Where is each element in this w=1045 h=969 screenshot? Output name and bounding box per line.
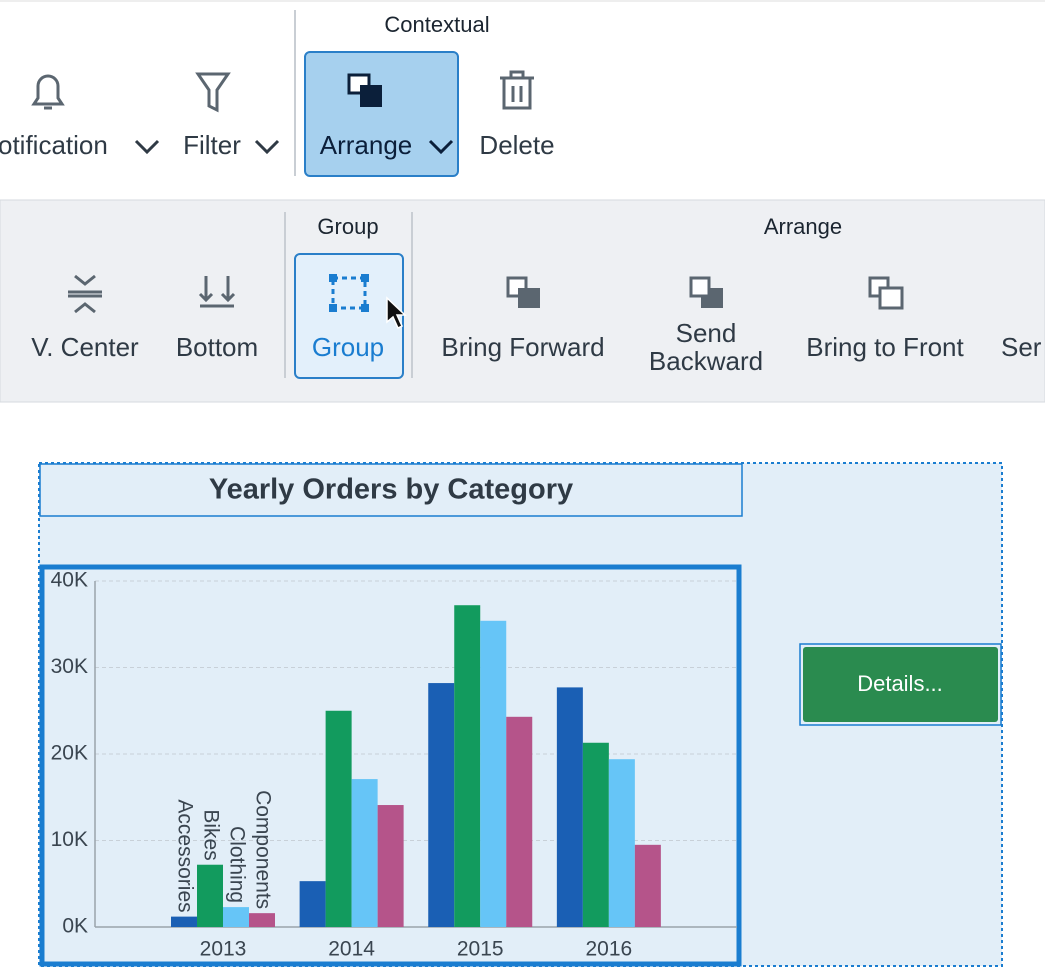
- cursor: [386, 296, 407, 330]
- chevron: [428, 139, 454, 155]
- bar: [454, 605, 481, 927]
- bar: [634, 844, 661, 927]
- trash-icon: [500, 70, 534, 110]
- bar: [171, 916, 197, 927]
- filter-icon: [195, 72, 231, 113]
- series-label: Clothing: [225, 826, 248, 903]
- ribbon-label[interactable]: Send Backward: [648, 318, 764, 376]
- toolbar-label[interactable]: otification: [0, 130, 108, 160]
- ribbon-label[interactable]: Bottom: [175, 332, 259, 362]
- details-button[interactable]: [803, 647, 998, 722]
- series-label: Components: [251, 790, 274, 909]
- bar: [582, 742, 609, 927]
- bar: [506, 716, 533, 927]
- bar: [197, 864, 223, 927]
- group-header: Arrange: [763, 214, 843, 239]
- arrange-button[interactable]: [304, 51, 459, 177]
- ribbon-label[interactable]: Ser: [1001, 332, 1042, 362]
- chevron: [254, 139, 280, 155]
- send-backward-icon: [689, 276, 723, 308]
- ribbon-label[interactable]: Bring to Front: [806, 332, 964, 362]
- group-button[interactable]: [294, 253, 404, 379]
- bar: [325, 710, 352, 927]
- ribbon-label[interactable]: Bring Forward: [441, 332, 605, 362]
- y-tick-label: 30K: [51, 655, 88, 678]
- chevron: [134, 139, 160, 155]
- ribbon-label[interactable]: Group: [311, 332, 385, 362]
- button-label[interactable]: Details...: [857, 671, 943, 696]
- toolbar-label[interactable]: Filter: [183, 130, 241, 160]
- button-outline: [799, 643, 1002, 726]
- group-header: Group: [317, 214, 379, 239]
- y-tick-label: 10K: [51, 828, 88, 851]
- bar: [299, 881, 326, 927]
- bar: [556, 687, 583, 927]
- vcenter-icon: [68, 274, 102, 314]
- bar: [223, 907, 249, 927]
- bar: [249, 913, 275, 927]
- y-tick-label: 40K: [51, 569, 88, 592]
- bell-icon: [31, 74, 65, 110]
- bar: [480, 620, 507, 927]
- bar: [608, 759, 635, 927]
- bar: [351, 779, 378, 927]
- bring-front-icon: [868, 276, 904, 310]
- arrange-icon: [360, 85, 382, 107]
- group-icon: [331, 276, 367, 310]
- ribbon-label[interactable]: V. Center: [31, 332, 139, 362]
- group-handles: [329, 274, 369, 312]
- bring-forward-icon: [506, 276, 540, 308]
- title-box: [39, 463, 743, 517]
- x-tick-label: 2016: [585, 938, 632, 961]
- plot: 0K 10K 20K 30K 40K 2013 Accessories Bikes Clothi…: [51, 569, 737, 961]
- x-tick-label: 2013: [200, 938, 247, 961]
- toolbar-label[interactable]: Delete: [479, 130, 555, 160]
- y-tick-label: 20K: [51, 742, 88, 765]
- series-label: Bikes: [199, 809, 222, 860]
- bar: [428, 683, 455, 927]
- series-label: Accessories: [173, 799, 196, 912]
- section-label: Contextual: [384, 12, 490, 37]
- toolbar-label[interactable]: Arrange: [319, 130, 413, 160]
- bar: [377, 805, 404, 927]
- y-tick-label: 0K: [62, 915, 88, 938]
- bottom-icon: [198, 276, 236, 308]
- x-tick-label: 2015: [457, 938, 504, 961]
- chart-title: Yearly Orders by Category: [209, 474, 573, 506]
- x-tick-label: 2014: [328, 938, 375, 961]
